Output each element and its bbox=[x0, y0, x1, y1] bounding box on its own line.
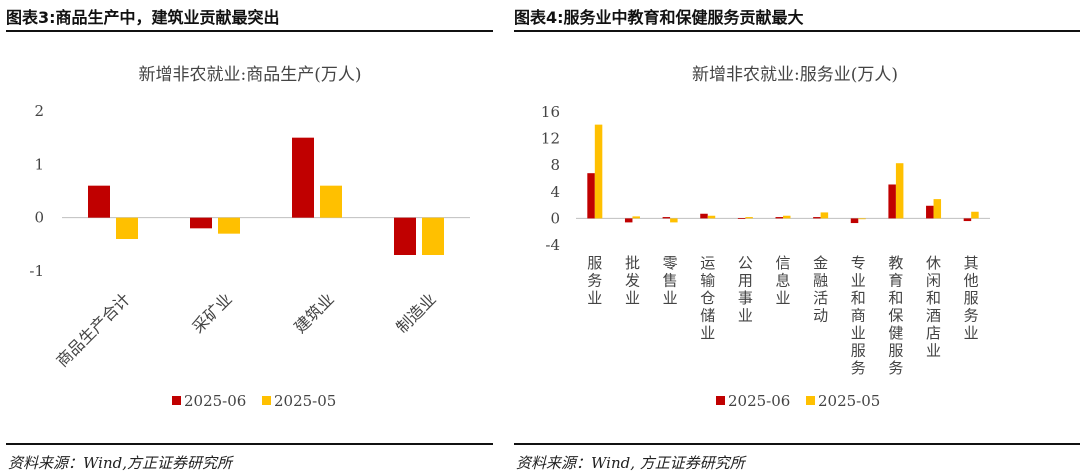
legend-swatch bbox=[172, 396, 181, 405]
y-tick-label: 0 bbox=[550, 209, 560, 227]
y-tick-label: 2 bbox=[34, 102, 44, 120]
bar-2025-05 bbox=[422, 217, 444, 255]
bar-2025-06 bbox=[963, 218, 972, 222]
bar-2025-05 bbox=[320, 185, 342, 218]
bar-2025-06 bbox=[394, 217, 416, 255]
bar-2025-06 bbox=[88, 185, 110, 218]
bar-2025-06 bbox=[737, 218, 746, 219]
bar-2025-06 bbox=[587, 173, 595, 219]
legend-swatch bbox=[806, 396, 815, 405]
y-tick-label: 4 bbox=[550, 183, 560, 201]
bar-2025-06 bbox=[813, 217, 821, 219]
bar-2025-05 bbox=[594, 124, 603, 219]
bar-2025-06 bbox=[700, 213, 708, 219]
source-note: 资料来源：Wind,方正证券研究所 bbox=[8, 454, 232, 472]
category-label: 运输仓储业 bbox=[700, 254, 715, 342]
bar-2025-05 bbox=[116, 217, 138, 239]
y-tick-label: 1 bbox=[34, 155, 44, 173]
source-note: 资料来源：Wind, 方正证券研究所 bbox=[516, 454, 745, 472]
figure-title: 图表4:服务业中教育和保健服务贡献最大 bbox=[514, 8, 804, 27]
bar-2025-05 bbox=[745, 217, 753, 219]
bar-2025-05 bbox=[820, 212, 829, 219]
y-tick-label: -4 bbox=[545, 236, 560, 254]
legend-swatch bbox=[716, 396, 725, 405]
legend-label: 2025-06 bbox=[184, 392, 246, 410]
legend-label: 2025-06 bbox=[728, 392, 790, 410]
bar-2025-06 bbox=[888, 184, 896, 219]
chart-title: 新增非农就业:商品生产(万人) bbox=[139, 65, 362, 85]
figure-title: 图表3:商品生产中，建筑业贡献最突出 bbox=[6, 8, 280, 27]
category-label: 教育和保健服务 bbox=[888, 254, 903, 377]
bar-2025-05 bbox=[218, 217, 240, 234]
bar-2025-05 bbox=[895, 163, 904, 219]
bar-2025-05 bbox=[670, 218, 678, 223]
bar-2025-06 bbox=[775, 217, 783, 219]
bar-2025-06 bbox=[190, 217, 212, 229]
category-label: 批发业 bbox=[625, 254, 640, 307]
category-label: 信息业 bbox=[775, 254, 790, 307]
bar-2025-05 bbox=[933, 199, 942, 219]
y-tick-label: 12 bbox=[541, 130, 560, 148]
figure-3-panel: 图表3:商品生产中，建筑业贡献最突出 新增非农就业:商品生产(万人) -1 0 1 2 商… bbox=[6, 8, 493, 472]
bar-2025-06 bbox=[292, 137, 314, 218]
bar-2025-06 bbox=[850, 218, 859, 224]
figure-4-panel: 图表4:服务业中教育和保健服务贡献最大 新增非农就业:服务业(万人) -4 0 4 8 1… bbox=[514, 0, 1080, 475]
category-label: 专业和商业服务 bbox=[851, 254, 866, 377]
top-rule bbox=[6, 30, 493, 32]
y-tick-label: 8 bbox=[550, 156, 560, 174]
legend-label: 2025-05 bbox=[274, 392, 336, 410]
legend-label: 2025-05 bbox=[818, 392, 880, 410]
category-label: 其他服务业 bbox=[964, 254, 979, 342]
bar-2025-06 bbox=[624, 218, 633, 223]
bottom-rule bbox=[6, 443, 493, 445]
bar-2025-05 bbox=[632, 216, 640, 219]
category-label: 休闲和酒店业 bbox=[926, 254, 941, 360]
y-tick-label: -1 bbox=[29, 262, 44, 280]
category-label: 公用事业 bbox=[738, 254, 753, 325]
bar-2025-06 bbox=[662, 217, 671, 219]
y-tick-label: 16 bbox=[541, 103, 560, 121]
bottom-rule bbox=[514, 443, 1080, 445]
top-rule bbox=[514, 30, 1080, 32]
category-label: 零售业 bbox=[663, 254, 678, 307]
bar-2025-05 bbox=[971, 211, 979, 219]
bar-2025-05 bbox=[858, 218, 866, 220]
category-label: 服务业 bbox=[587, 254, 602, 307]
chart-title: 新增非农就业:服务业(万人) bbox=[692, 65, 898, 85]
bar-2025-05 bbox=[783, 215, 791, 219]
bar-2025-06 bbox=[926, 205, 934, 219]
legend-swatch bbox=[262, 396, 271, 405]
y-tick-label: 0 bbox=[34, 209, 44, 227]
bar-2025-05 bbox=[707, 215, 716, 219]
category-label: 金融活动 bbox=[813, 254, 828, 325]
